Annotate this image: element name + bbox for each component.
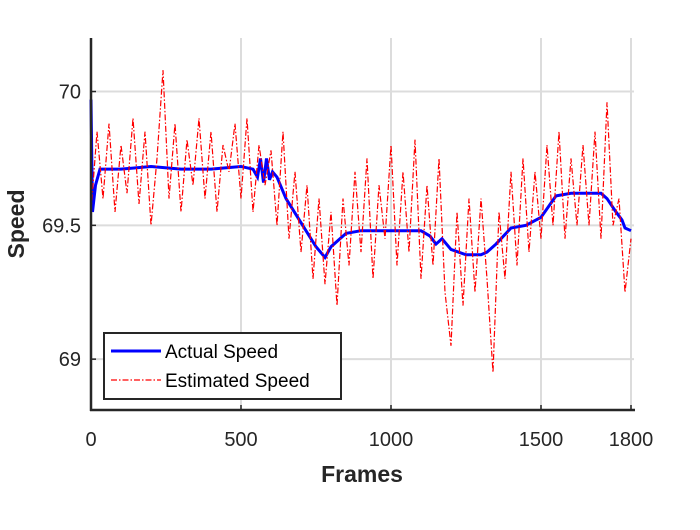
x-tick-label: 1500 xyxy=(519,429,564,451)
y-axis-label: Speed xyxy=(3,189,29,258)
legend-label: Actual Speed xyxy=(165,342,278,363)
y-tick-label: 69.5 xyxy=(42,215,81,237)
x-tick-label: 1000 xyxy=(369,429,414,451)
y-tick-label: 69 xyxy=(59,349,81,371)
series-line xyxy=(89,99,632,261)
plot xyxy=(89,70,632,373)
y-tick-label: 70 xyxy=(59,82,81,104)
x-tick-label: 500 xyxy=(224,429,257,451)
legend-label: Estimated Speed xyxy=(165,371,310,392)
grid: 0 500 1000 1500 1800 69 69.5 70 xyxy=(42,38,653,451)
x-axis-label: Frames xyxy=(321,461,403,487)
legend: Actual Speed Estimated Speed xyxy=(103,332,342,400)
legend-box xyxy=(103,332,342,400)
x-tick-label: 0 xyxy=(85,429,96,451)
series-line xyxy=(90,70,632,373)
x-tick-label: 1800 xyxy=(609,429,654,451)
